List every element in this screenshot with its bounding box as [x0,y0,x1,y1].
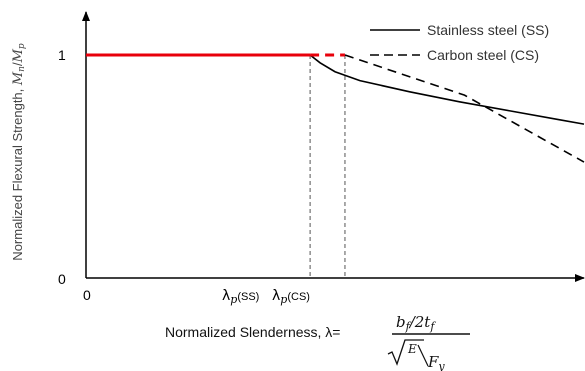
x-axis-label: Normalized Slenderness, λ= bf/2tf E Fy [165,313,470,371]
legend-label-cs: Carbon steel (CS) [427,47,539,63]
inner-fraction-slash [417,344,429,367]
legend: Stainless steel (SS) Carbon steel (CS) [370,22,549,63]
series-layer [309,54,585,163]
series-line-carbon-steel [344,54,585,163]
lambda-p-guides [309,55,346,278]
legend-label-ss: Stainless steel (SS) [427,22,549,38]
lambda-p-cs-label: λp(CS) [272,288,310,306]
y-axis-label: Normalized Flexural Strength, Mn/Mp [10,43,27,261]
lambda-p-ss-label: λp(SS) [222,288,259,306]
x-tick-label-0: 0 [83,287,91,303]
radical-sign [387,339,424,366]
x-axis-label-numerator: bf/2tf [396,313,436,333]
series-line-stainless-steel [309,54,585,125]
x-axis-label-F: Fy [427,353,445,371]
x-axis-label-E: E [407,342,417,356]
y-tick-label-0: 0 [58,271,66,287]
x-axis-label-text: Normalized Slenderness, λ= [165,324,340,340]
y-tick-label-1: 1 [58,47,66,63]
